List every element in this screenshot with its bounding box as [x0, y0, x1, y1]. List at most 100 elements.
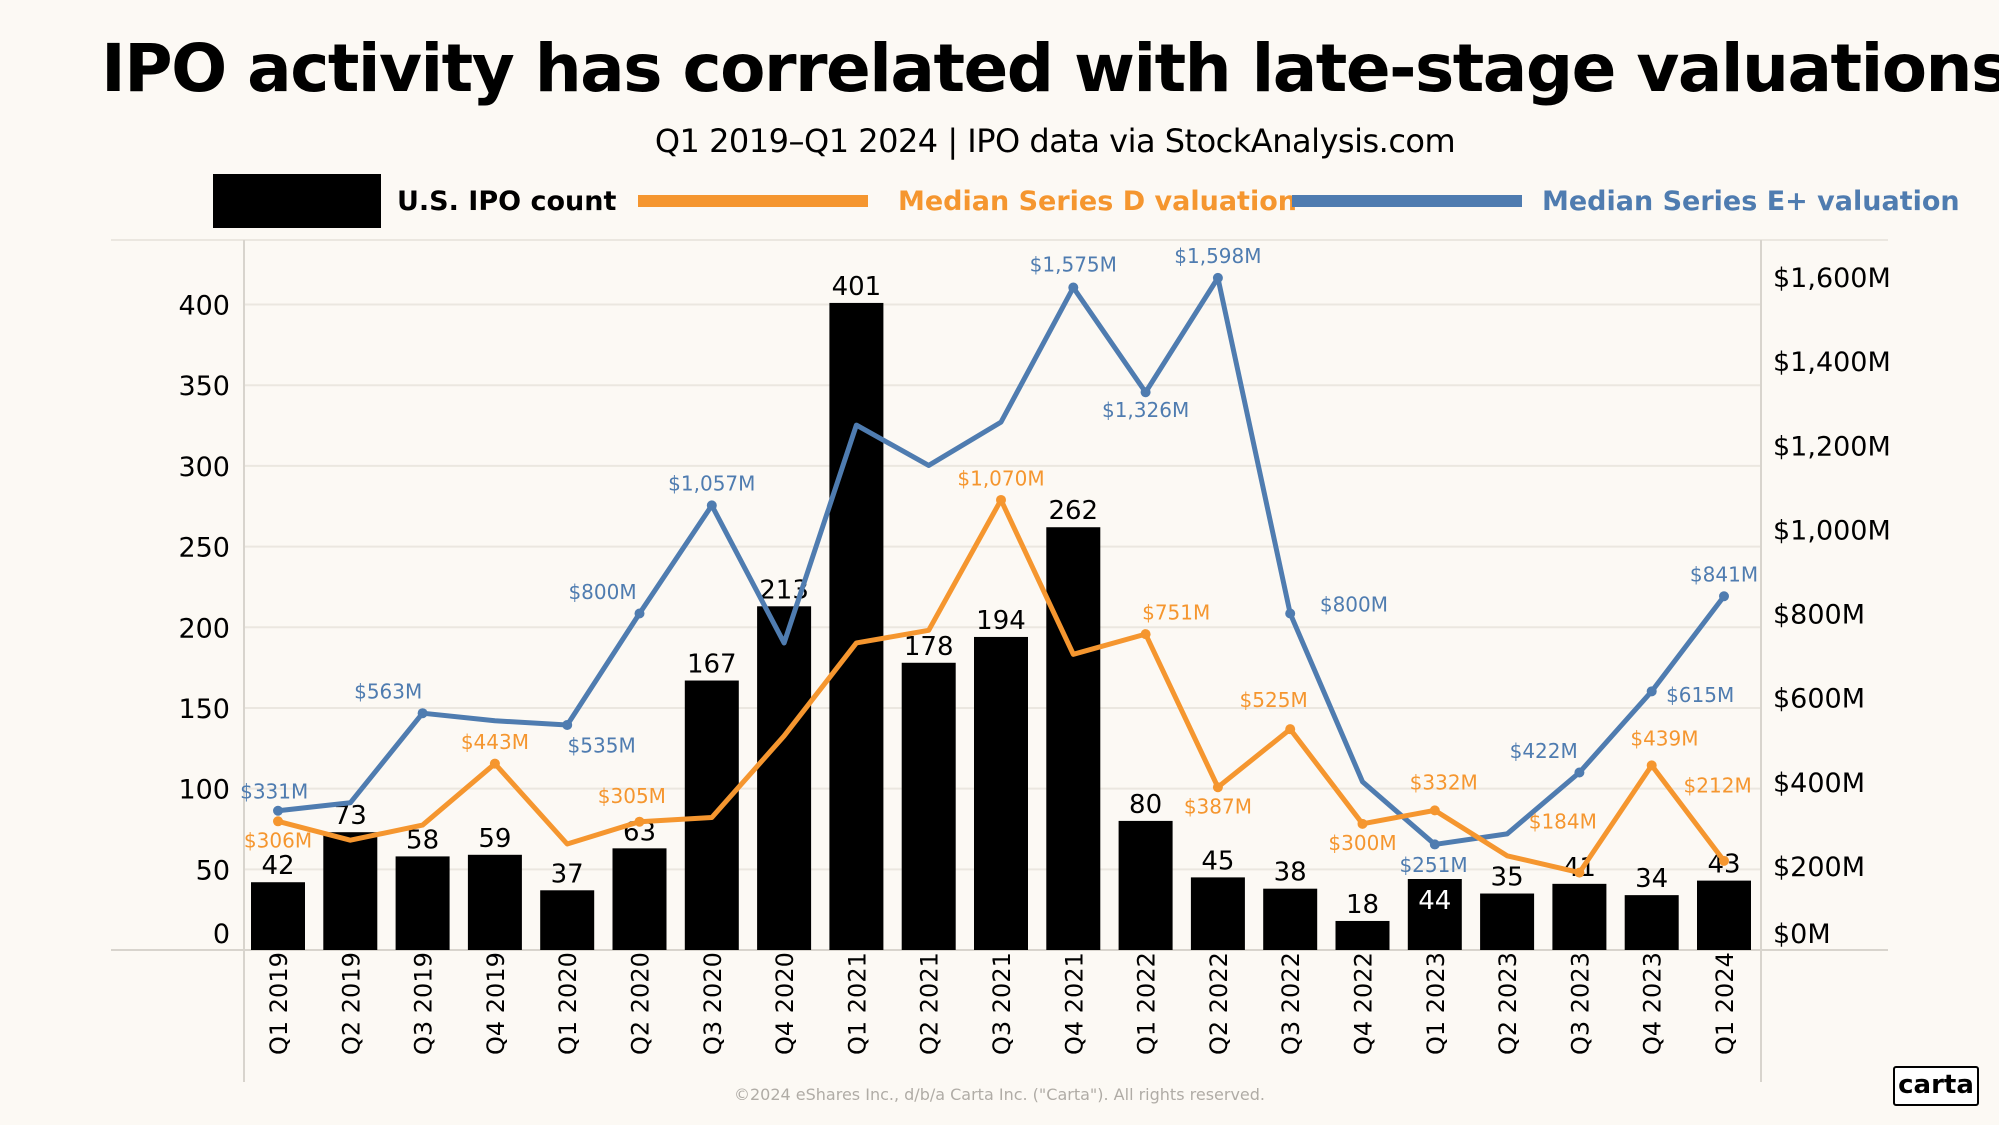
- bar: [1624, 895, 1679, 950]
- bar: [612, 848, 667, 950]
- left-axis-tick-label: 250: [178, 533, 230, 564]
- copyright-footer: ©2024 eShares Inc., d/b/a Carta Inc. ("C…: [733, 1085, 1265, 1104]
- series-d-data-label: $184M: [1529, 810, 1597, 834]
- series-e-point: [1212, 272, 1223, 283]
- bar: [395, 856, 450, 950]
- bar: [1046, 527, 1101, 950]
- bar-data-label: 401: [832, 272, 882, 302]
- x-axis-category-label: Q4 2023: [1639, 952, 1667, 1055]
- x-axis-category-label: Q4 2020: [771, 952, 799, 1055]
- right-axis-tick-label: $1,600M: [1773, 263, 1891, 294]
- left-axis-tick-label: 200: [178, 613, 230, 644]
- x-axis-category-label: Q1 2019: [265, 952, 293, 1055]
- series-e-data-label: $800M: [568, 580, 636, 604]
- series-d-data-label: $387M: [1184, 794, 1252, 818]
- series-e-point: [1574, 767, 1585, 778]
- series-e-data-label: $563M: [354, 680, 422, 704]
- left-axis-tick-label: 350: [178, 371, 230, 402]
- legend-label: Median Series D valuation: [898, 185, 1297, 217]
- bar: [757, 606, 812, 950]
- x-axis-category-label: Q2 2019: [337, 952, 365, 1055]
- carta-logo: carta: [1893, 1066, 1979, 1106]
- series-e-data-label: $1,598M: [1174, 244, 1261, 268]
- series-e-data-label: $800M: [1320, 593, 1388, 617]
- x-axis-category-label: Q2 2020: [627, 952, 655, 1055]
- legend-swatch-bar: [213, 174, 381, 228]
- right-axis-tick-label: $1,400M: [1773, 347, 1891, 378]
- x-axis-category-label: Q1 2024: [1711, 952, 1739, 1055]
- bar-data-label: 34: [1635, 864, 1668, 894]
- series-e-data-label: $535M: [568, 733, 636, 757]
- left-axis-tick-label: 300: [178, 452, 230, 483]
- x-axis-category-label: Q4 2021: [1060, 952, 1088, 1055]
- right-axis-tick-label: $1,200M: [1773, 431, 1891, 462]
- series-e-data-label: $1,575M: [1030, 253, 1117, 277]
- series-d-data-label: $751M: [1142, 600, 1210, 624]
- legend-swatch-line: [1292, 195, 1522, 207]
- series-e-data-label: $1,326M: [1102, 398, 1189, 422]
- series-d-data-label: $300M: [1328, 831, 1396, 855]
- bar: [467, 854, 522, 950]
- series-e-point: [273, 805, 283, 816]
- x-axis-category-label: Q3 2019: [410, 952, 438, 1055]
- bar: [540, 890, 595, 950]
- bar-data-label: 44: [1418, 886, 1451, 916]
- series-d-point: [634, 816, 645, 827]
- bar-data-label: 35: [1491, 863, 1524, 893]
- right-axis-tick-label: $1,000M: [1773, 515, 1891, 546]
- bar: [1335, 920, 1390, 950]
- series-d-point: [489, 758, 500, 769]
- series-d-point: [273, 816, 283, 827]
- series-e-point: [1646, 686, 1657, 697]
- series-d-point: [1140, 629, 1151, 640]
- x-axis-category-label: Q2 2021: [916, 952, 944, 1055]
- bar: [1407, 879, 1462, 950]
- series-e-data-label: $841M: [1690, 563, 1758, 587]
- series-e-point: [1429, 839, 1440, 850]
- bar-data-label: 80: [1129, 790, 1162, 820]
- series-e-data-label: $251M: [1399, 853, 1467, 877]
- chart-title: IPO activity has correlated with late-st…: [101, 30, 1999, 107]
- bar: [1190, 877, 1245, 950]
- series-d-data-label: $306M: [244, 828, 312, 852]
- series-d-data-label: $212M: [1684, 774, 1752, 798]
- series-d-point: [1212, 782, 1223, 793]
- x-axis-category-label: Q1 2020: [554, 952, 582, 1055]
- bar: [974, 636, 1028, 950]
- series-e-data-label: $331M: [240, 780, 308, 804]
- left-axis-tick-label: 100: [178, 775, 230, 806]
- series-e-line: [277, 275, 1726, 847]
- x-axis-category-label: Q3 2020: [699, 952, 727, 1055]
- right-axis-tick-label: $0M: [1773, 919, 1831, 950]
- x-axis-category-label: Q3 2022: [1277, 952, 1305, 1055]
- series-d-point: [1285, 724, 1296, 735]
- bar: [1118, 820, 1173, 950]
- series-e-point: [1068, 282, 1079, 293]
- x-axis-category-label: Q4 2019: [482, 952, 510, 1055]
- bar-data-label: 38: [1274, 858, 1307, 888]
- series-e-data-label: $422M: [1510, 739, 1578, 763]
- series-e-point: [562, 719, 573, 730]
- bar: [1552, 883, 1607, 950]
- series-d-data-label: $439M: [1630, 727, 1698, 751]
- bar: [1263, 888, 1318, 950]
- series-e-point: [1719, 591, 1729, 602]
- legend-label: Median Series E+ valuation: [1542, 185, 1960, 217]
- bar-data-label: 18: [1346, 890, 1379, 920]
- left-axis-tick-label: 150: [178, 694, 230, 725]
- legend-label: U.S. IPO count: [397, 185, 617, 217]
- bar: [323, 832, 378, 950]
- legend-item-ipo-count: U.S. IPO count: [213, 174, 616, 228]
- x-axis-category-label: Q3 2021: [988, 952, 1016, 1055]
- right-axis-tick-label: $200M: [1773, 852, 1865, 883]
- bar-data-label: 59: [478, 824, 511, 854]
- series-e-point: [1140, 387, 1151, 398]
- x-axis-category-label: Q4 2022: [1350, 952, 1378, 1055]
- bar-data-label: 45: [1201, 846, 1234, 876]
- right-axis-tick-label: $600M: [1773, 684, 1865, 715]
- bar-data-label: 178: [904, 632, 954, 662]
- series-e-data-label: $615M: [1666, 683, 1734, 707]
- series-d-point: [1646, 760, 1657, 771]
- legend-item-series-e: Median Series E+ valuation: [1292, 174, 1960, 228]
